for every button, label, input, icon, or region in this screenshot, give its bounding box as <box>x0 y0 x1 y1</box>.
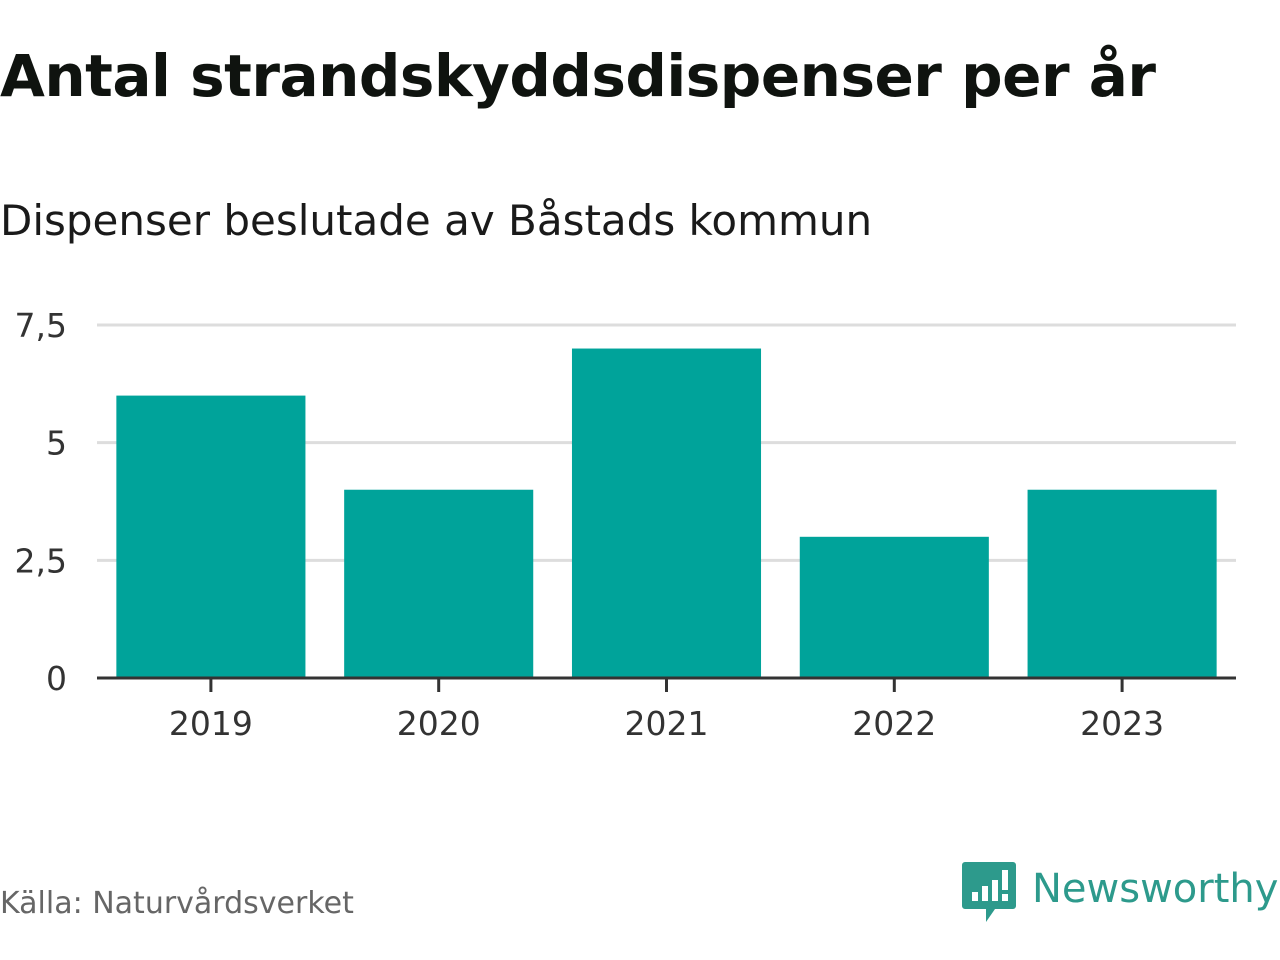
bar-2023 <box>1027 489 1217 678</box>
bar-2021 <box>571 348 762 678</box>
x-tick-label: 2021 <box>625 704 709 743</box>
x-tick-label: 2019 <box>169 704 253 743</box>
bar-2022 <box>799 536 989 678</box>
bar-chart: 0 2,5 5 7,5 2019 2020 2021 2022 2023 <box>15 306 1236 743</box>
brand: Newsworthy <box>962 862 1278 924</box>
brand-name: Newsworthy <box>1032 866 1279 912</box>
y-tick-label: 7,5 <box>15 306 67 345</box>
bar-2020 <box>344 489 534 678</box>
chart-title: Antal strandskyddsdispenser per år <box>0 42 1156 110</box>
y-tick-label: 5 <box>46 424 67 463</box>
x-tick-label: 2020 <box>397 704 481 743</box>
bar-2019 <box>116 395 306 678</box>
newsworthy-logo-icon <box>962 862 1016 922</box>
y-tick-label: 2,5 <box>15 541 67 580</box>
y-tick-label: 0 <box>46 659 67 698</box>
chart-subtitle: Dispenser beslutade av Båstads kommun <box>0 196 873 245</box>
x-tick-label: 2023 <box>1080 704 1164 743</box>
x-tick-label: 2022 <box>852 704 936 743</box>
source-note: Källa: Naturvårdsverket <box>0 886 354 921</box>
